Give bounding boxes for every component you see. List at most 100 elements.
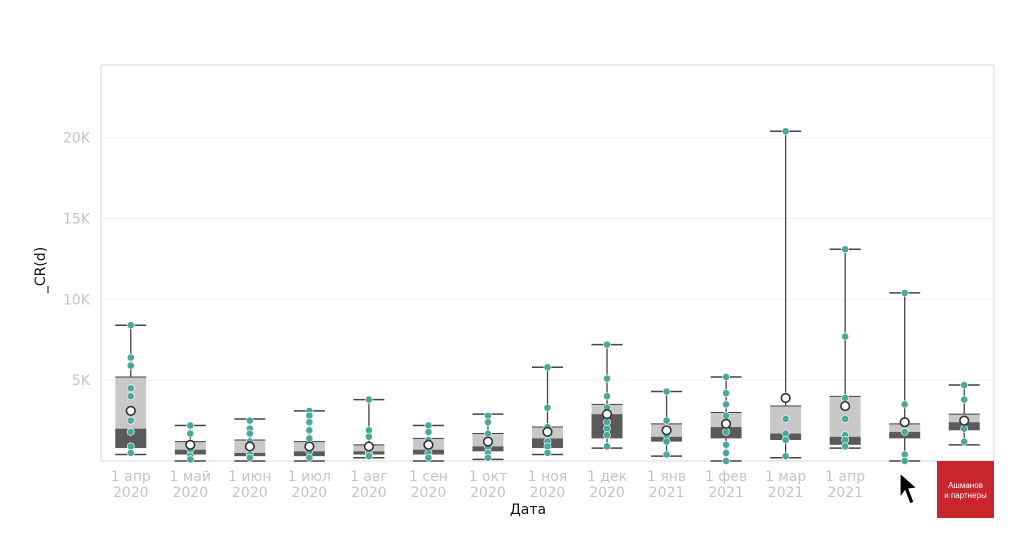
x-axis-title: Дата xyxy=(510,502,546,518)
mean-marker xyxy=(304,441,315,452)
data-point xyxy=(484,411,492,420)
data-point xyxy=(960,395,969,404)
data-point xyxy=(722,428,730,436)
y-tick-label: 5K xyxy=(72,373,91,389)
data-point xyxy=(543,442,552,451)
box-group xyxy=(710,373,742,465)
x-tick-label: 1 мар xyxy=(765,469,806,485)
box-group xyxy=(412,421,444,462)
data-point xyxy=(543,403,552,412)
grid xyxy=(101,137,994,381)
data-point xyxy=(960,381,969,389)
data-point xyxy=(662,387,671,396)
mean-marker xyxy=(840,400,851,412)
data-point xyxy=(126,353,135,362)
x-tick-label: 2020 xyxy=(411,485,447,501)
data-point xyxy=(364,452,373,461)
data-point xyxy=(484,418,492,427)
x-tick-label: 2020 xyxy=(292,485,328,501)
x-tick-label: 1 май xyxy=(169,469,211,485)
data-point xyxy=(900,457,909,465)
x-tick-label: 2021 xyxy=(708,485,744,501)
x-tick-label: 1 авг xyxy=(350,469,388,485)
data-point xyxy=(900,450,909,459)
x-tick-label: 2020 xyxy=(172,485,208,501)
data-point xyxy=(126,416,135,425)
logo-line-1: Ашманов xyxy=(948,481,983,490)
box-group xyxy=(532,363,563,457)
box-group xyxy=(353,395,385,461)
data-point xyxy=(186,429,195,438)
data-point xyxy=(781,452,790,461)
data-point xyxy=(781,127,790,136)
data-point xyxy=(126,361,135,370)
data-point xyxy=(722,440,730,449)
data-point xyxy=(245,416,254,425)
box-group xyxy=(115,321,147,457)
data-point xyxy=(305,453,314,462)
data-point xyxy=(603,424,611,433)
logo-background xyxy=(937,461,994,518)
x-tick-label: 2020 xyxy=(470,485,506,501)
mean-marker xyxy=(542,426,553,438)
data-point xyxy=(484,453,492,462)
data-point xyxy=(841,394,850,402)
data-point xyxy=(781,429,790,438)
data-point xyxy=(603,374,611,383)
box-group xyxy=(234,416,266,462)
data-point xyxy=(245,453,254,462)
box-upper xyxy=(889,423,921,432)
data-point xyxy=(900,289,909,297)
x-tick-label: 1 янв xyxy=(647,469,686,485)
data-point xyxy=(424,421,433,430)
data-point xyxy=(603,340,611,349)
data-point xyxy=(305,411,314,420)
data-point xyxy=(841,245,850,254)
x-tick-label: 1 сен xyxy=(409,469,448,485)
data-point xyxy=(305,434,314,443)
data-point xyxy=(662,437,671,446)
x-tick-label: 2020 xyxy=(589,485,625,501)
mean-marker xyxy=(363,441,375,452)
y-tick-label: 20K xyxy=(63,131,91,147)
x-tick-label: 1 апр xyxy=(825,469,865,485)
box-group xyxy=(472,411,504,462)
boxes xyxy=(115,127,980,465)
data-point xyxy=(126,442,135,451)
mean-marker xyxy=(899,417,910,428)
brand-logo: Ашманов и партнеры xyxy=(937,461,994,518)
data-point xyxy=(543,449,552,457)
mean-marker xyxy=(185,439,196,450)
box-group xyxy=(293,406,325,462)
data-point xyxy=(662,450,671,459)
data-point xyxy=(305,418,314,427)
plot-frame xyxy=(100,64,995,462)
mean-marker xyxy=(959,415,970,426)
logo-line-2: и партнеры xyxy=(944,491,987,500)
data-point xyxy=(722,411,730,420)
x-tick-label: 2021 xyxy=(649,485,685,501)
data-point xyxy=(960,437,969,446)
box-group xyxy=(770,127,802,461)
mean-marker xyxy=(780,392,791,404)
data-point xyxy=(603,442,611,451)
y-tick-label: 15K xyxy=(63,212,91,228)
y-axis-title: _CR(d) xyxy=(33,247,49,294)
box-group xyxy=(174,421,206,464)
data-point xyxy=(364,426,373,435)
box-group xyxy=(889,289,921,465)
data-point xyxy=(186,455,195,464)
data-point xyxy=(424,428,433,436)
mean-marker xyxy=(601,409,613,420)
x-tick-label: 1 ноя xyxy=(528,469,568,485)
data-point xyxy=(722,389,730,398)
x-tick-label: 1 апр xyxy=(111,469,151,485)
data-point xyxy=(841,332,850,341)
data-point xyxy=(960,424,969,433)
mean-marker xyxy=(423,439,434,450)
y-axis-ticks: 5K 10K 15K 20K xyxy=(63,131,91,389)
data-point xyxy=(364,395,373,404)
box-group xyxy=(651,387,683,459)
